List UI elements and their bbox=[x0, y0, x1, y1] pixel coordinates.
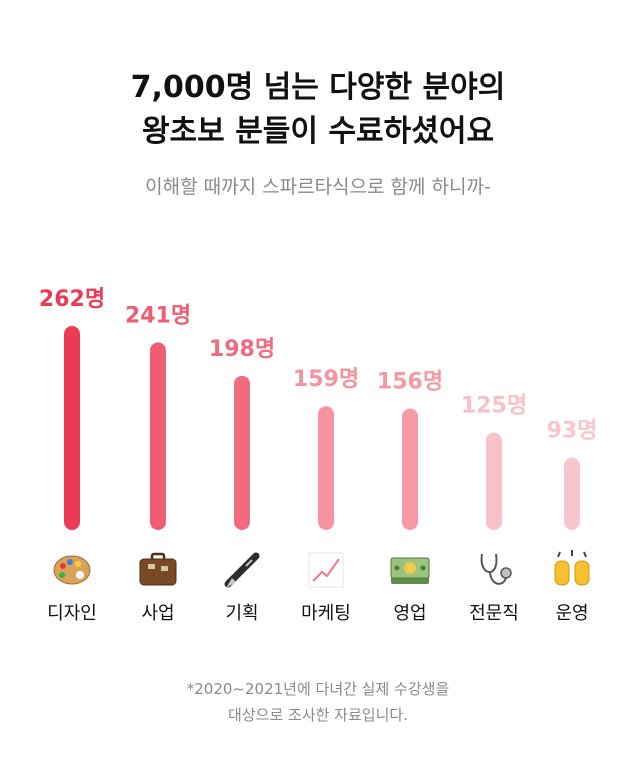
bar-기획 bbox=[234, 375, 250, 530]
stethoscope-icon bbox=[480, 553, 512, 585]
palette-icon bbox=[53, 555, 91, 585]
fountain-pen-icon bbox=[224, 552, 260, 588]
value-label: 198명 bbox=[209, 337, 275, 362]
category-label: 영업 bbox=[393, 603, 426, 624]
value-label: 156명 bbox=[377, 370, 443, 395]
bar-운영 bbox=[564, 457, 580, 530]
value-label: 262명 bbox=[39, 287, 105, 312]
category-label: 디자인 bbox=[47, 603, 97, 624]
category-label: 운영 bbox=[555, 603, 588, 624]
headline-line1: 7,000명 넘는 다양한 분야의 bbox=[130, 70, 506, 105]
category-label: 마케팅 bbox=[301, 603, 351, 624]
category-label: 기획 bbox=[225, 603, 258, 624]
bar-사업 bbox=[150, 342, 166, 530]
bar-전문직 bbox=[486, 432, 502, 530]
bar-마케팅 bbox=[318, 406, 334, 530]
category-label: 사업 bbox=[141, 603, 174, 624]
briefcase-icon bbox=[139, 552, 177, 586]
chart-increasing-icon bbox=[308, 552, 344, 588]
subtitle: 이해할 때까지 스파르타식으로 함께 하니까- bbox=[145, 176, 491, 198]
value-label: 125명 bbox=[461, 394, 527, 419]
money-bills-icon bbox=[390, 557, 430, 584]
category-label: 전문직 bbox=[469, 603, 519, 624]
footnote-line1: *2020~2021년에 다녀간 실제 수강생을 bbox=[186, 680, 450, 698]
bar-디자인 bbox=[64, 326, 80, 530]
value-label: 241명 bbox=[125, 303, 191, 328]
bar-영업 bbox=[402, 408, 418, 530]
raising-hands-icon bbox=[554, 550, 590, 586]
value-label: 93명 bbox=[547, 419, 598, 444]
value-label: 159명 bbox=[293, 367, 359, 392]
footnote-line2: 대상으로 조사한 자료입니다. bbox=[228, 706, 408, 724]
headline-line2: 왕초보 분들이 수료하셨어요 bbox=[141, 114, 495, 149]
